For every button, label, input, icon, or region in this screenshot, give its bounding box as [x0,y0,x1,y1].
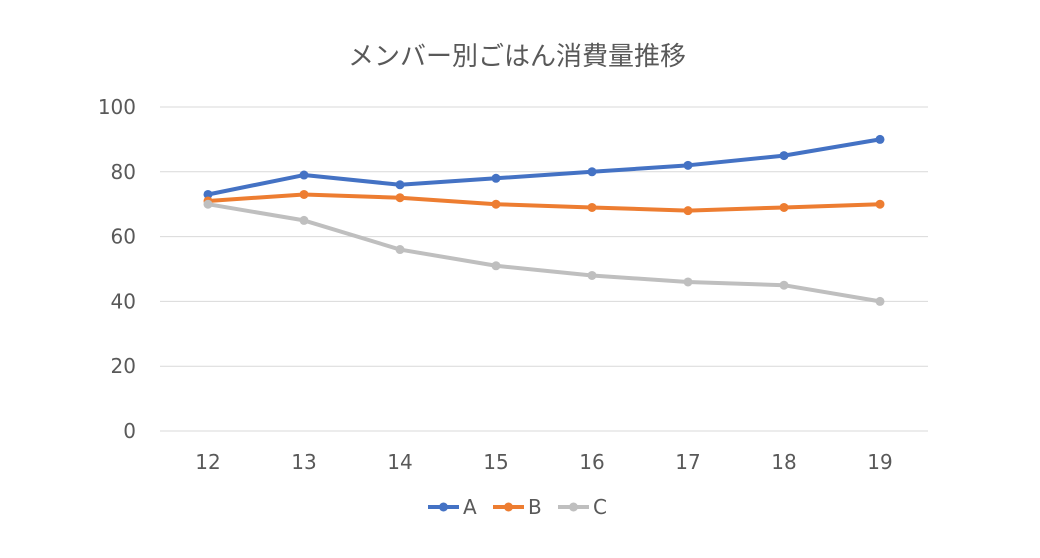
data-point [683,206,693,216]
data-point [875,199,885,209]
legend-marker-C [569,502,578,512]
series-line-A [206,137,882,197]
data-point [299,189,309,199]
data-point [203,199,213,209]
legend-label: A [463,495,477,519]
legend: A B C [428,495,607,519]
y-tick-label: 40 [111,289,136,313]
legend-item-C: C [558,495,607,519]
data-point [779,280,789,290]
series-B [203,189,885,216]
x-tick-label: 18 [771,450,796,474]
data-point [395,193,405,203]
data-point [683,160,693,170]
y-tick-label: 100 [98,95,136,119]
data-point [395,245,405,255]
data-point [779,151,789,161]
y-tick-label: 60 [111,225,136,249]
data-point [587,202,597,212]
data-point [491,199,501,209]
x-tick-label: 15 [483,450,508,474]
y-tick-label: 80 [111,160,136,184]
y-axis-tick-labels: 0 20 40 60 80 100 [98,95,136,443]
data-point [875,134,885,144]
data-point [587,270,597,280]
data-point [683,277,693,287]
legend-label: C [593,495,607,519]
x-tick-label: 19 [867,450,892,474]
y-tick-label: 20 [111,354,136,378]
data-point [491,173,501,183]
legend-item-A: A [428,495,477,519]
data-point [779,202,789,212]
legend-marker-A [439,502,448,512]
data-point [395,180,405,190]
x-tick-label: 14 [387,450,412,474]
y-tick-label: 0 [123,419,136,443]
chart-title: メンバー別ごはん消費量推移 [348,42,686,72]
x-axis-tick-labels: 12 13 14 15 16 17 18 19 [195,450,892,474]
data-point [875,296,885,306]
gridlines [160,106,928,432]
x-tick-label: 16 [579,450,604,474]
series-A [203,134,885,199]
data-point [299,215,309,225]
x-tick-label: 12 [195,450,220,474]
x-tick-label: 13 [291,450,316,474]
series-C [203,199,885,306]
series-line-C [206,202,882,304]
data-point [491,261,501,271]
data-point [299,170,309,180]
legend-marker-B [504,502,513,512]
legend-label: B [528,495,542,519]
series-group [203,134,885,306]
legend-item-B: B [493,495,542,519]
x-tick-label: 17 [675,450,700,474]
data-point [587,167,597,177]
series-line-B [206,192,882,213]
data-point [203,189,213,199]
